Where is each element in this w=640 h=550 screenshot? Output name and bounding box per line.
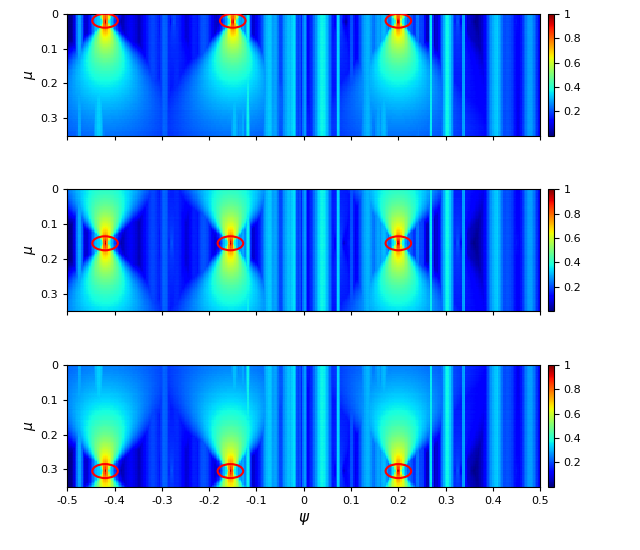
Y-axis label: $\mu$: $\mu$ <box>22 69 38 80</box>
Y-axis label: $\mu$: $\mu$ <box>22 245 38 255</box>
X-axis label: $\psi$: $\psi$ <box>298 512 310 527</box>
Y-axis label: $\mu$: $\mu$ <box>22 421 38 431</box>
